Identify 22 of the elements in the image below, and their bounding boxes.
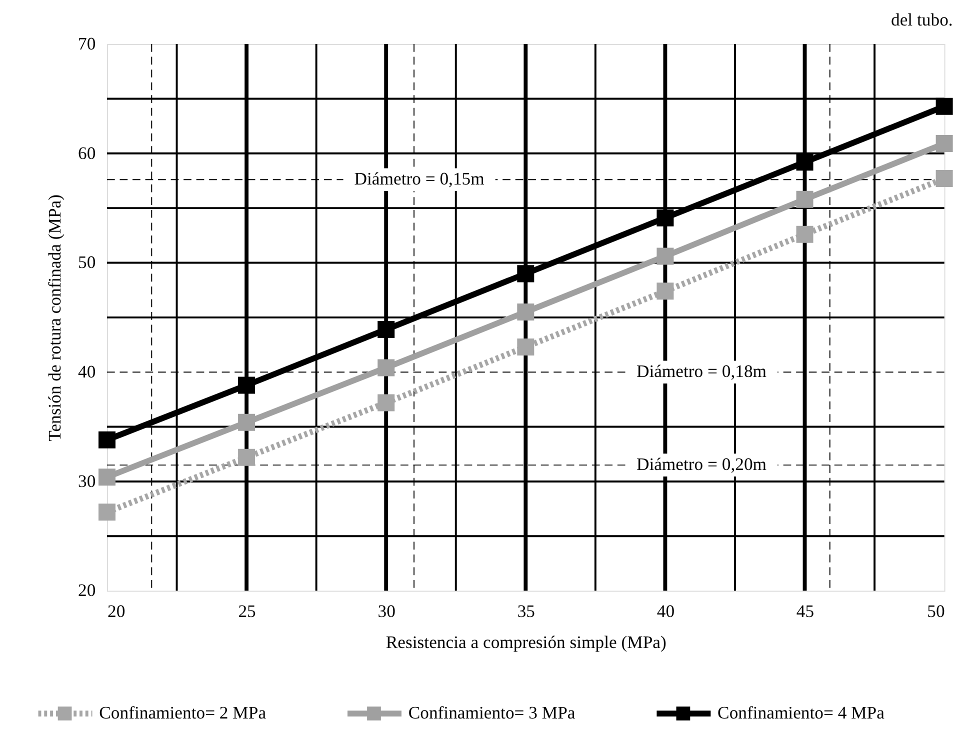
x-tick-label: 40 [656, 600, 675, 621]
x-tick-label: 30 [378, 600, 396, 621]
annotation: Diámetro = 0,20m [636, 454, 767, 474]
x-tick-label: 25 [238, 600, 256, 621]
y-tick-label: 70 [78, 33, 96, 54]
y-tick-label: 40 [78, 362, 96, 382]
y-tick-label: 50 [78, 252, 96, 272]
x-axis-title: Resistencia a compresión simple (MPa) [386, 632, 666, 652]
legend-label: Confinamiento= 3 MPa [408, 702, 576, 722]
x-tick-label: 35 [517, 600, 536, 621]
y-tick-label: 30 [78, 470, 96, 491]
annotation: Diámetro = 0,18m [636, 361, 767, 382]
legend-label: Confinamiento= 4 MPa [718, 702, 885, 722]
chart-title: del tubo. [891, 9, 953, 30]
y-tick-label: 60 [78, 142, 96, 163]
y-tick-label: 20 [78, 580, 96, 600]
legend-label: Confinamiento= 2 MPa [99, 702, 266, 722]
y-axis-title: Tensión de rotura confinada (MPa) [44, 194, 64, 442]
x-tick-label: 50 [927, 600, 945, 621]
x-tick-label: 20 [107, 600, 126, 621]
annotation: Diámetro = 0,15m [354, 168, 485, 189]
x-tick-label: 45 [796, 600, 814, 621]
